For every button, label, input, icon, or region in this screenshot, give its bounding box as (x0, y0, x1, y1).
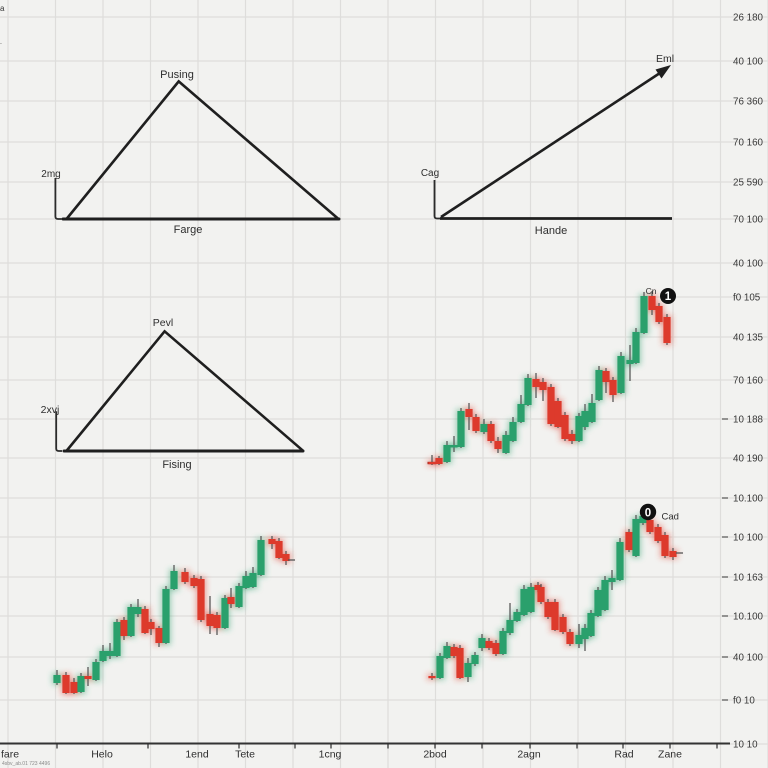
svg-text:40 100: 40 100 (733, 259, 764, 270)
svg-text:2mg: 2mg (41, 169, 60, 180)
svg-text:fare: fare (1, 749, 19, 761)
svg-text:1: 1 (665, 291, 672, 303)
svg-text:Cn: Cn (646, 286, 657, 296)
svg-text:2bod: 2bod (423, 749, 447, 761)
svg-text:Zane: Zane (658, 749, 682, 761)
svg-text:10 10: 10 10 (733, 740, 758, 751)
svg-text:40 100: 40 100 (733, 653, 764, 664)
svg-text:10.100: 10.100 (733, 494, 764, 505)
svg-text:Fising: Fising (162, 459, 191, 471)
svg-text:1end: 1end (185, 749, 209, 761)
svg-text:26 180: 26 180 (733, 13, 764, 24)
svg-text:Pevl: Pevl (153, 317, 173, 329)
svg-text:10 100: 10 100 (733, 533, 764, 544)
svg-text:Cag: Cag (421, 168, 439, 179)
svg-text:f0 10: f0 10 (733, 696, 755, 707)
svg-text:10.100: 10.100 (733, 612, 764, 623)
svg-text:a: a (0, 4, 5, 13)
svg-text:70 160: 70 160 (733, 138, 764, 149)
svg-text:Pusing: Pusing (160, 69, 194, 81)
svg-text:70 100: 70 100 (733, 215, 764, 226)
svg-text:10 163: 10 163 (733, 573, 764, 584)
svg-text:2agn: 2agn (517, 749, 541, 761)
svg-text:0: 0 (645, 508, 651, 520)
svg-text:Rad: Rad (614, 749, 633, 761)
svg-text:Tete: Tete (235, 749, 255, 761)
svg-text:Eml: Eml (656, 53, 674, 65)
svg-text:1cng: 1cng (319, 749, 342, 761)
svg-text:.: . (0, 39, 2, 46)
svg-text:40 100: 40 100 (733, 57, 764, 68)
svg-text:10 188: 10 188 (733, 415, 764, 426)
svg-text:70 160: 70 160 (733, 376, 764, 387)
svg-text:f0 105: f0 105 (733, 293, 761, 304)
svg-text:Helo: Helo (91, 749, 113, 761)
svg-text:Farge: Farge (174, 224, 203, 236)
svg-text:4sbv_ab.01 723 4496: 4sbv_ab.01 723 4496 (2, 761, 50, 767)
svg-text:76 360: 76 360 (733, 97, 764, 108)
svg-text:Hande: Hande (535, 225, 567, 237)
svg-text:Cad: Cad (662, 512, 679, 523)
svg-text:40 190: 40 190 (733, 454, 764, 465)
svg-text:40 135: 40 135 (733, 333, 764, 344)
svg-text:25 590: 25 590 (733, 178, 764, 189)
svg-text:2xvj: 2xvj (41, 404, 60, 416)
